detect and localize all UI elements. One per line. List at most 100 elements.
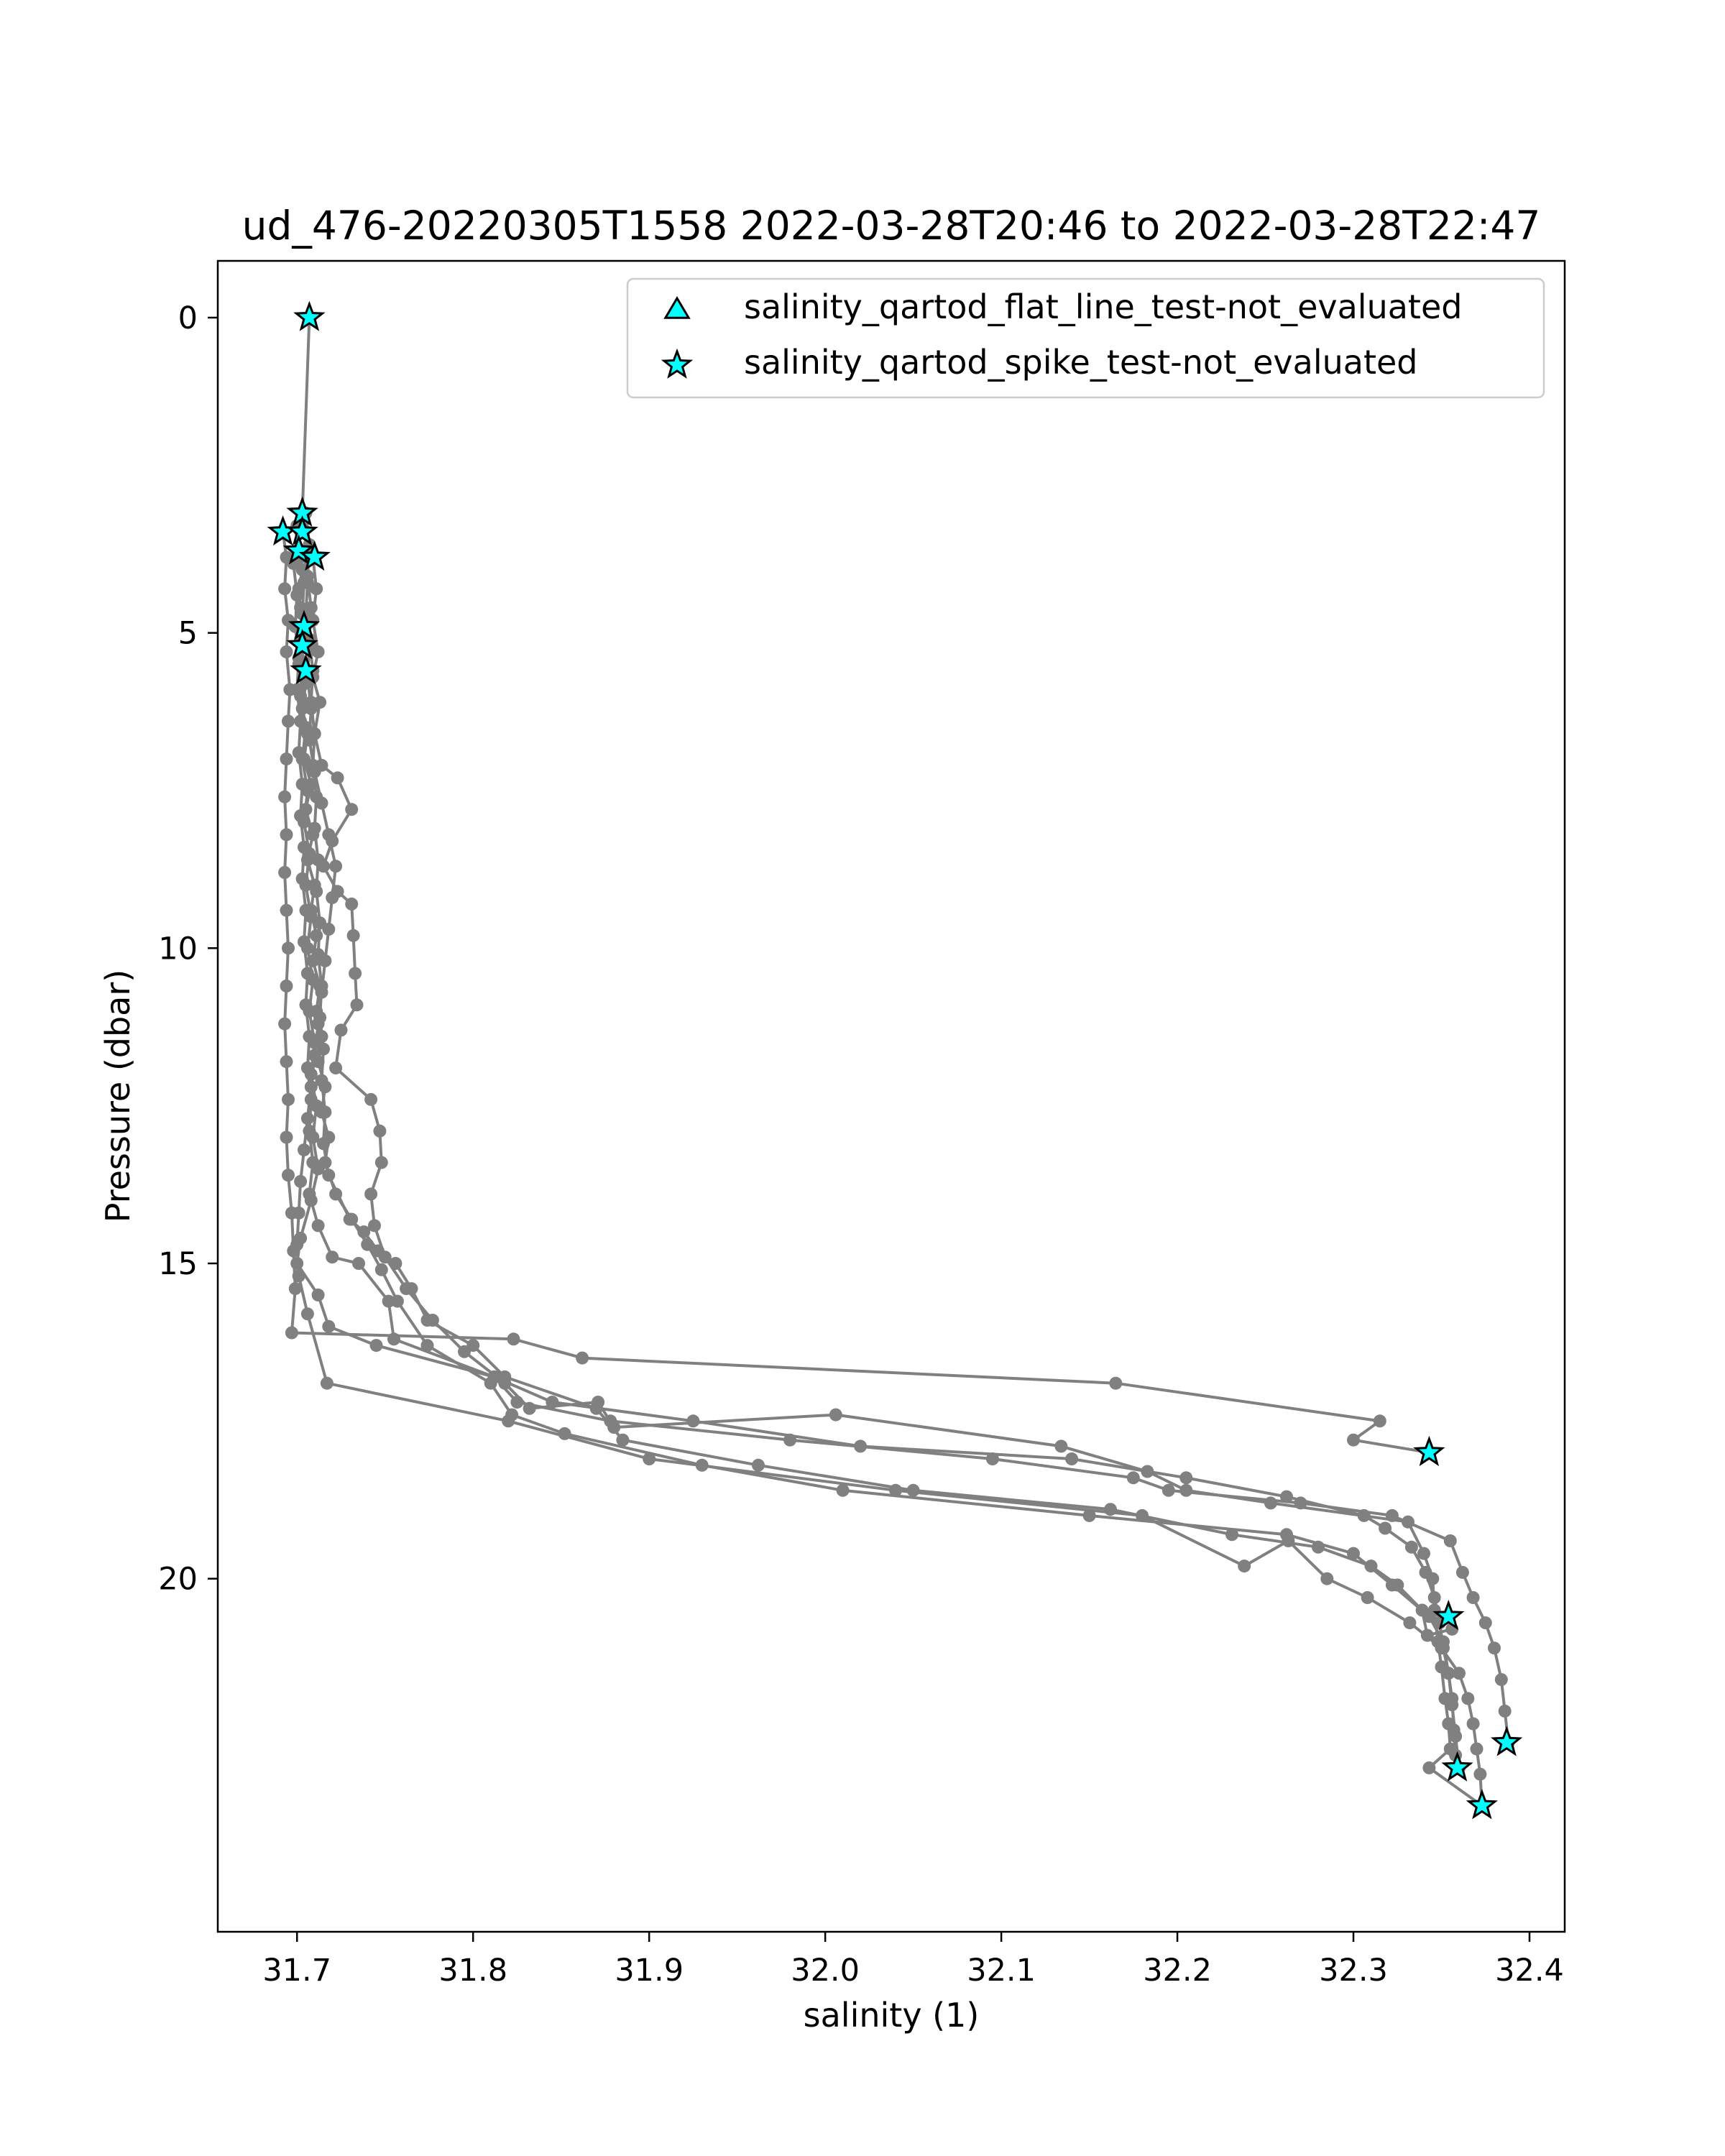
profile-point: [298, 1143, 310, 1157]
profile-point: [311, 853, 325, 867]
profile-point: [1391, 1578, 1404, 1592]
profile-point: [329, 1061, 343, 1074]
profile-point: [1126, 1471, 1140, 1485]
profile-point: [374, 1156, 388, 1169]
profile-point: [326, 891, 339, 905]
profile-point: [1443, 1534, 1457, 1547]
profile-point: [1136, 1508, 1149, 1522]
spike-test-star-marker: [298, 540, 331, 571]
profile-point: [280, 828, 293, 842]
profile-point: [300, 576, 314, 589]
profile-point: [1162, 1483, 1175, 1497]
profile-point: [1179, 1471, 1193, 1485]
legend-label-spike-test: salinity_qartod_spike_test-not_evaluated: [744, 343, 1417, 382]
profile-point: [295, 778, 309, 791]
profile-point: [1109, 1376, 1123, 1390]
profile-point: [1466, 1717, 1480, 1731]
profile-point: [317, 1137, 330, 1151]
profile-point: [280, 1055, 293, 1069]
profile-point: [546, 1396, 559, 1409]
profile-point: [308, 1049, 321, 1062]
y-tick-label: 10: [158, 931, 198, 967]
x-tick-label: 31.8: [438, 1953, 507, 1989]
spike-test-star-marker: [282, 534, 315, 565]
x-tick-label: 31.9: [615, 1953, 684, 1989]
profile-point: [318, 1105, 332, 1119]
profile-point: [1455, 1565, 1469, 1579]
profile-point: [343, 1212, 356, 1226]
profile-point: [350, 998, 364, 1012]
y-tick-label: 15: [158, 1246, 198, 1282]
profile-point: [1065, 1452, 1079, 1465]
spike-test-star-marker: [1413, 1435, 1445, 1467]
profile-point: [686, 1414, 700, 1428]
profile-point: [311, 1017, 325, 1031]
profile-point: [285, 1326, 298, 1340]
flag-layer: [267, 300, 1523, 1820]
profile-point: [311, 1288, 325, 1302]
profile-point: [282, 1169, 295, 1182]
profile-point: [576, 1351, 589, 1365]
profile-point: [1415, 1603, 1429, 1617]
profile-point: [298, 935, 310, 949]
profile-point: [292, 746, 305, 760]
profile-point: [278, 582, 292, 596]
profile-point: [616, 1433, 630, 1447]
profile-point: [1478, 1616, 1492, 1630]
profile-point: [1488, 1641, 1501, 1655]
profile-point: [318, 954, 332, 967]
profile-point: [294, 1174, 308, 1188]
profile-point: [364, 1187, 378, 1201]
spike-test-star-marker: [1491, 1726, 1523, 1756]
x-tick-label: 32.2: [1143, 1953, 1212, 1989]
profile-point: [311, 1219, 325, 1233]
profile-point: [1347, 1433, 1360, 1447]
profile-point: [1419, 1565, 1432, 1579]
profile-point: [326, 1250, 339, 1264]
y-tick-label: 5: [178, 616, 198, 652]
profile-point: [329, 860, 343, 873]
profile-point: [364, 1092, 378, 1106]
profile-point: [1417, 1547, 1430, 1560]
profile-point: [282, 1092, 295, 1106]
y-tick-label: 0: [178, 300, 198, 336]
profile-point: [282, 941, 295, 955]
profile-point: [303, 1030, 316, 1044]
legend: salinity_qartod_flat_line_test-not_evalu…: [626, 277, 1545, 399]
profile-point: [298, 840, 310, 854]
profile-point: [390, 1294, 404, 1308]
profile-point: [308, 765, 321, 778]
x-axis-ticks: 31.7 31.8 31.9 32.0 32.1 32.2 32.3 32.4: [262, 1932, 1564, 1989]
profile-point: [1238, 1560, 1251, 1573]
profile-point: [752, 1458, 765, 1472]
y-axis-ticks: 0 5 10 15 20: [158, 300, 218, 1598]
y-axis-label: Pressure (dbar): [98, 969, 137, 1222]
spike-test-star-marker: [1466, 1789, 1498, 1820]
profile-point: [1361, 1591, 1374, 1604]
profile-point: [1082, 1508, 1096, 1522]
profile-point: [320, 1376, 334, 1390]
spike-test-star-marker: [1432, 1600, 1465, 1631]
x-tick-label: 31.7: [262, 1953, 331, 1989]
profile-point: [420, 1314, 434, 1327]
profile-series-5: [287, 557, 1466, 1774]
profile-point: [299, 998, 313, 1012]
profile-point: [346, 929, 360, 942]
profile-point: [1347, 1547, 1360, 1560]
profile-point: [306, 1156, 320, 1169]
legend-box: [626, 277, 1545, 399]
profile-point: [282, 714, 295, 728]
legend-star-marker: [661, 348, 694, 379]
profile-point: [349, 967, 362, 980]
plot-frame: [216, 259, 1566, 1933]
profile-point: [1466, 1591, 1480, 1604]
profile-point: [288, 1282, 302, 1296]
profile-point: [1373, 1414, 1386, 1428]
profile-point: [303, 1187, 316, 1201]
profile-point: [1427, 1591, 1441, 1604]
profile-point: [290, 1238, 304, 1251]
profile-point: [290, 589, 304, 602]
spike-test-star-marker: [288, 609, 321, 640]
profile-point: [1447, 1723, 1460, 1737]
profile-point: [294, 714, 308, 728]
